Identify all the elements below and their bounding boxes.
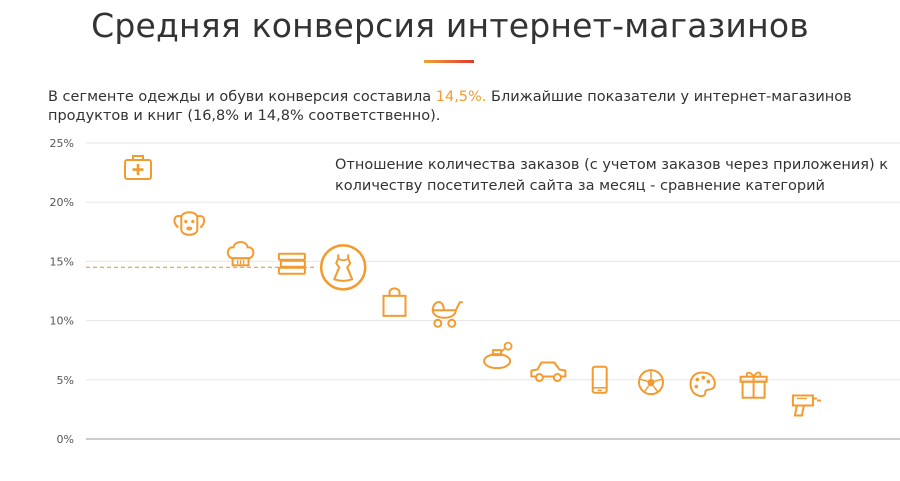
y-tick-label: 0%	[57, 433, 74, 446]
art-palette-icon	[689, 371, 716, 398]
title-underline	[424, 60, 474, 63]
books-icon	[277, 252, 306, 275]
medical-kit-icon	[124, 155, 152, 181]
y-tick-label: 5%	[57, 374, 74, 387]
dress-icon	[319, 244, 367, 291]
intro-paragraph: В сегменте одежды и обуви конверсия сост…	[48, 88, 868, 126]
y-tick-label: 25%	[50, 137, 74, 150]
intro-text-end: Ближайшие показатели у интернет-магазино…	[48, 89, 852, 124]
gift-icon	[739, 371, 768, 399]
shopping-bag-icon	[382, 287, 407, 317]
car-icon	[530, 361, 567, 383]
intro-highlight: 14,5%.	[435, 89, 487, 105]
power-drill-icon	[791, 394, 821, 417]
soccer-ball-icon	[638, 369, 664, 396]
y-tick-label: 15%	[50, 255, 74, 268]
y-tick-label: 20%	[50, 196, 74, 209]
chef-hat-icon	[226, 241, 255, 267]
dog-icon	[173, 211, 206, 236]
intro-text-start: В сегменте одежды и обуви конверсия сост…	[48, 89, 436, 105]
smartphone-icon	[591, 365, 608, 394]
chart-note: Отношение количества заказов (с учетом з…	[335, 157, 889, 194]
perfume-icon	[483, 341, 513, 370]
page-title: Средняя конверсия интернет-магазинов	[91, 6, 809, 45]
y-tick-label: 10%	[50, 315, 74, 328]
baby-stroller-icon	[431, 301, 463, 328]
